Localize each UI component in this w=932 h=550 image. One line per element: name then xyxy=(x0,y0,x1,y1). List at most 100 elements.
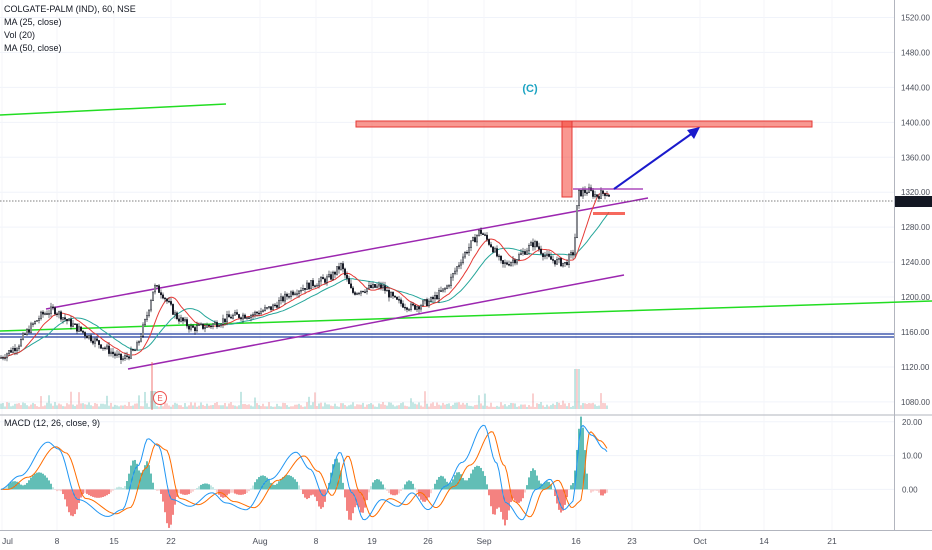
macd-hist-bar xyxy=(388,489,390,494)
macd-hist-bar xyxy=(592,489,594,492)
candle-body xyxy=(216,322,218,328)
stop-zone[interactable] xyxy=(593,212,625,215)
macd-hist-bar xyxy=(154,489,156,490)
macd-hist-bar xyxy=(130,465,132,490)
volume-bar xyxy=(210,405,212,409)
indicator-macd[interactable]: MACD (12, 26, close, 9) xyxy=(4,418,101,428)
candle-body xyxy=(330,274,332,280)
candle-body xyxy=(420,305,422,310)
macd-hist-bar xyxy=(572,483,574,490)
macd-hist-bar xyxy=(464,480,466,490)
macd-hist-bar xyxy=(104,489,106,497)
macd-hist-bar xyxy=(498,489,500,508)
macd-hist-bar xyxy=(216,489,218,493)
candle-body xyxy=(112,351,114,355)
macd-hist-bar xyxy=(372,482,374,490)
volume-bar xyxy=(498,406,500,409)
candle-body xyxy=(114,353,116,356)
macd-hist-bar xyxy=(144,465,146,490)
macd-hist-bar xyxy=(178,489,180,494)
candle-body xyxy=(190,325,192,330)
macd-hist-bar xyxy=(276,483,278,490)
volume-bar xyxy=(30,404,32,409)
volume-bar xyxy=(68,404,70,409)
macd-hist-bar xyxy=(112,489,114,491)
candle-body xyxy=(446,285,448,289)
macd-hist-bar xyxy=(246,489,248,493)
volume-bar xyxy=(26,405,28,409)
candle-body xyxy=(596,194,598,197)
time-tick-label: 26 xyxy=(423,536,433,546)
macd-hist-bar xyxy=(56,489,58,492)
volume-bar xyxy=(64,406,66,409)
indicator-volume[interactable]: Vol (20) xyxy=(4,30,36,40)
green-trendline-upper[interactable] xyxy=(0,103,227,116)
volume-bar xyxy=(570,406,572,409)
macd-hist-bar xyxy=(208,484,210,490)
earnings-marker[interactable]: E xyxy=(153,391,167,405)
volume-bar xyxy=(384,404,386,409)
macd-hist-bar xyxy=(6,485,8,490)
volume-bar xyxy=(278,406,280,409)
volume-bar xyxy=(234,405,236,409)
volume-bars xyxy=(0,369,608,409)
macd-hist-bar xyxy=(534,470,536,490)
volume-bar xyxy=(528,405,530,409)
volume-bar xyxy=(142,406,144,409)
macd-hist-bar xyxy=(440,475,442,490)
projection-arrow[interactable] xyxy=(613,127,700,190)
macd-hist-bar xyxy=(152,482,154,490)
candle-body xyxy=(542,253,544,258)
indicator-ma25[interactable]: MA (25, close) xyxy=(4,17,62,27)
candle-body xyxy=(88,335,90,339)
volume-bar xyxy=(306,402,308,409)
macd-axis[interactable]: 0.00 10.00 20.00 xyxy=(902,418,923,495)
price-axis[interactable]: 1080.00 1120.00 1160.00 1200.00 1240.00 1280.… xyxy=(901,13,930,406)
channel-lower-line[interactable] xyxy=(127,274,625,370)
candle-body xyxy=(494,248,496,253)
volume-bar xyxy=(224,402,226,409)
volume-bar xyxy=(484,393,486,409)
macd-hist-bar xyxy=(22,485,24,490)
candle-body xyxy=(560,258,562,267)
measured-move-bar[interactable] xyxy=(561,120,573,198)
macd-hist-bar xyxy=(142,470,144,490)
time-axis[interactable]: Jul 8 15 22 Aug 8 19 26 Sep 16 23 Oct 14 21 xyxy=(2,536,837,546)
green-trendline-lower[interactable] xyxy=(0,300,932,332)
volume-bar xyxy=(4,406,6,409)
macd-hist-bar xyxy=(286,475,288,490)
macd-hist-bar xyxy=(516,489,518,503)
candle-body xyxy=(508,264,510,266)
volume-bar xyxy=(376,406,378,409)
volume-bar xyxy=(408,406,410,409)
price-tick-label: 1080.00 xyxy=(901,398,930,407)
macd-hist-bar xyxy=(230,489,232,493)
channel-upper-line[interactable] xyxy=(45,197,649,310)
candle-body xyxy=(548,253,550,257)
volume-bar xyxy=(176,403,178,409)
volume-bar xyxy=(366,404,368,409)
candle-body xyxy=(388,290,390,298)
candle-body xyxy=(394,295,396,298)
macd-hist-bar xyxy=(0,489,2,490)
volume-bar xyxy=(80,403,82,409)
macd-hist-bar xyxy=(410,481,412,490)
macd-hist-bar xyxy=(514,489,516,501)
macd-hist-bar xyxy=(200,484,202,490)
volume-bar xyxy=(186,406,188,409)
symbol-title[interactable]: COLGATE-PALM (IND), 60, NSE xyxy=(4,4,136,14)
macd-hist-bar xyxy=(266,477,268,490)
candle-body xyxy=(196,325,198,332)
candle-body xyxy=(260,311,262,315)
wave-c-label[interactable]: (C) xyxy=(522,83,538,95)
macd-tick-label: 10.00 xyxy=(902,452,923,461)
volume-bar xyxy=(90,405,92,409)
volume-bar xyxy=(452,404,454,409)
macd-hist-bar xyxy=(342,482,344,490)
indicator-ma50[interactable]: MA (50, close) xyxy=(4,43,62,53)
volume-bar xyxy=(448,403,450,409)
target-resistance-zone[interactable] xyxy=(355,120,813,128)
volume-bar xyxy=(180,405,182,409)
macd-hist-bar xyxy=(96,489,98,498)
